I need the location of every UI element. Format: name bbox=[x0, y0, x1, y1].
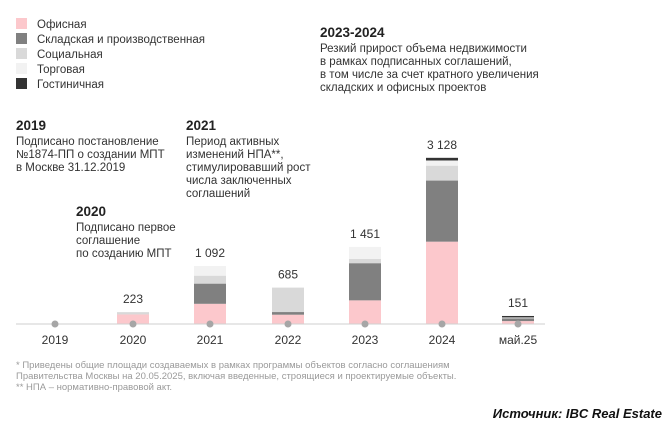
total-value-label: 3 128 bbox=[427, 138, 457, 152]
bar-segment bbox=[426, 180, 458, 242]
axis-marker bbox=[438, 320, 446, 328]
bar-segment bbox=[194, 283, 226, 304]
annotation-line: №1874-ПП о создании МПТ bbox=[16, 149, 165, 161]
x-tick-label: 2019 bbox=[42, 333, 69, 347]
total-value-label: 151 bbox=[508, 296, 528, 310]
bar-segment bbox=[502, 317, 534, 319]
x-tick-label: 2023 bbox=[352, 333, 379, 347]
annotation-title: 2019 bbox=[16, 118, 46, 133]
axis-marker bbox=[51, 320, 59, 328]
legend-label: Социальная bbox=[37, 49, 103, 61]
annotation-line: в том числе за счет кратного увеличения bbox=[320, 69, 539, 81]
total-value-label: 685 bbox=[278, 268, 298, 282]
annotation-line: в рамках подписанных соглашений, bbox=[320, 56, 512, 68]
x-tick-label: 2020 bbox=[120, 333, 147, 347]
bar-segment bbox=[349, 258, 381, 264]
bar-segment bbox=[117, 312, 149, 315]
legend-swatch bbox=[16, 18, 27, 29]
footnotes: * Приведены общие площади создаваемых в … bbox=[16, 360, 456, 393]
total-value-label: 223 bbox=[123, 292, 143, 306]
axis-marker bbox=[284, 320, 292, 328]
bar-segment bbox=[426, 165, 458, 181]
bar-segment bbox=[117, 314, 149, 324]
legend-label: Офисная bbox=[37, 19, 87, 31]
total-value-label: 1 451 bbox=[350, 227, 380, 241]
bar-segment bbox=[349, 300, 381, 324]
legend-label: Гостиничная bbox=[37, 79, 104, 91]
axis-marker bbox=[129, 320, 137, 328]
bar-segment bbox=[426, 241, 458, 324]
axis-marker bbox=[206, 320, 214, 328]
legend-label: Торговая bbox=[37, 64, 85, 76]
annotation-line: Резкий прирост объема недвижимости bbox=[320, 43, 527, 55]
annotation-title: 2021 bbox=[186, 118, 217, 133]
bar-segment bbox=[426, 157, 458, 161]
annotation-line: Подписано первое bbox=[76, 222, 176, 234]
bar-segment bbox=[502, 318, 534, 322]
annotation-line: соглашение bbox=[76, 235, 140, 247]
axis-marker bbox=[514, 320, 522, 328]
annotation-line: числа заключенных bbox=[186, 175, 292, 187]
annotation-line: Подписано постановление bbox=[16, 136, 159, 148]
x-tick-label: 2022 bbox=[275, 333, 302, 347]
x-axis: 2019 2020 2021 2022 2023 2024 май.25 bbox=[16, 320, 545, 347]
legend-swatch bbox=[16, 78, 27, 89]
annotation-line: Период активных bbox=[186, 136, 280, 148]
axis-marker bbox=[361, 320, 369, 328]
bar-segment bbox=[349, 246, 381, 259]
footnote: ** НПА – нормативно-правовой акт. bbox=[16, 382, 172, 393]
legend-swatch bbox=[16, 48, 27, 59]
bar-segment bbox=[194, 265, 226, 276]
bar-segment bbox=[349, 263, 381, 301]
annotation-line: в Москве 31.12.2019 bbox=[16, 162, 125, 174]
bar-segment bbox=[502, 315, 534, 318]
annotation-line: соглашений bbox=[186, 188, 250, 200]
legend-swatch bbox=[16, 63, 27, 74]
footnote: * Приведены общие площади создаваемых в … bbox=[16, 360, 450, 371]
source-label: Источник: IBC Real Estate bbox=[493, 406, 662, 421]
bar-segment bbox=[272, 287, 304, 313]
annotation-title: 2023-2024 bbox=[320, 25, 385, 40]
bar-segment bbox=[194, 275, 226, 284]
total-value-label: 1 092 bbox=[195, 246, 225, 260]
bar-segment bbox=[426, 160, 458, 166]
bar-segment bbox=[272, 312, 304, 315]
bar-segment bbox=[194, 303, 226, 324]
annotation-line: стимулировавший рост bbox=[186, 162, 311, 174]
x-tick-label: май.25 bbox=[499, 333, 538, 347]
legend: Офисная Складская и производственная Социа… bbox=[16, 18, 205, 91]
annotation-line: по созданию МПТ bbox=[76, 248, 172, 260]
annotation-line: изменений НПА**, bbox=[186, 149, 284, 161]
annotation-title: 2020 bbox=[76, 204, 106, 219]
x-tick-label: 2021 bbox=[197, 333, 224, 347]
bars: 223 1 092 685 1 451 3 128 151 bbox=[117, 138, 534, 324]
footnote: Правительства Москвы на 20.05.2025, вклю… bbox=[16, 371, 456, 382]
x-tick-label: 2024 bbox=[429, 333, 456, 347]
bar-segment bbox=[272, 314, 304, 324]
legend-label: Складская и производственная bbox=[37, 34, 205, 46]
legend-swatch bbox=[16, 33, 27, 44]
annotation-line: складских и офисных проектов bbox=[320, 82, 486, 94]
